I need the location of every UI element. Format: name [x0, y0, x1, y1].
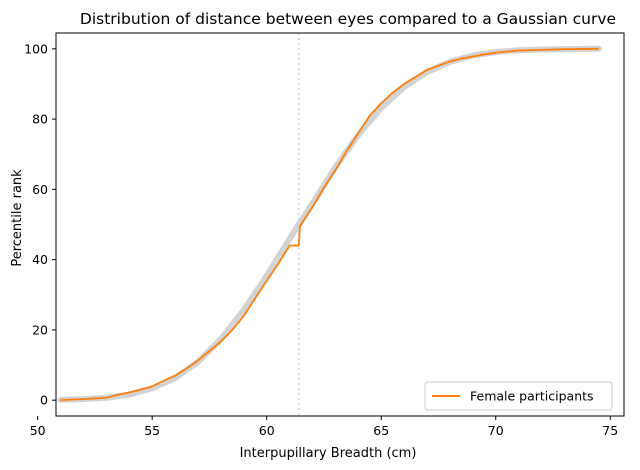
y-tick-label: 40 [32, 252, 48, 267]
x-axis: 50 55 60 65 70 75 [30, 416, 618, 438]
x-tick-label: 65 [373, 423, 389, 438]
y-tick-label: 100 [24, 41, 48, 56]
legend-box [424, 381, 613, 411]
x-tick-label: 50 [30, 423, 46, 438]
y-axis: 0 20 40 60 80 100 [24, 41, 56, 408]
y-tick-label: 60 [32, 182, 48, 197]
x-axis-label: Interpupillary Breadth (cm) [240, 446, 417, 461]
legend: Female participants [424, 381, 613, 411]
x-tick-label: 60 [259, 423, 275, 438]
y-axis-label: Percentile rank [10, 169, 25, 267]
plot-area [57, 33, 602, 416]
axes-frame [55, 32, 625, 417]
chart-title: Distribution of distance between eyes co… [80, 10, 616, 28]
gaussian-reference-curve [57, 45, 602, 403]
x-tick-label: 75 [602, 423, 618, 438]
y-tick-label: 0 [40, 393, 48, 408]
legend-label: Female participants [470, 389, 594, 404]
y-tick-label: 20 [32, 322, 48, 337]
x-tick-label: 70 [488, 423, 504, 438]
y-tick-label: 80 [32, 112, 48, 127]
series-line-0 [60, 47, 599, 402]
x-tick-label: 55 [144, 423, 160, 438]
